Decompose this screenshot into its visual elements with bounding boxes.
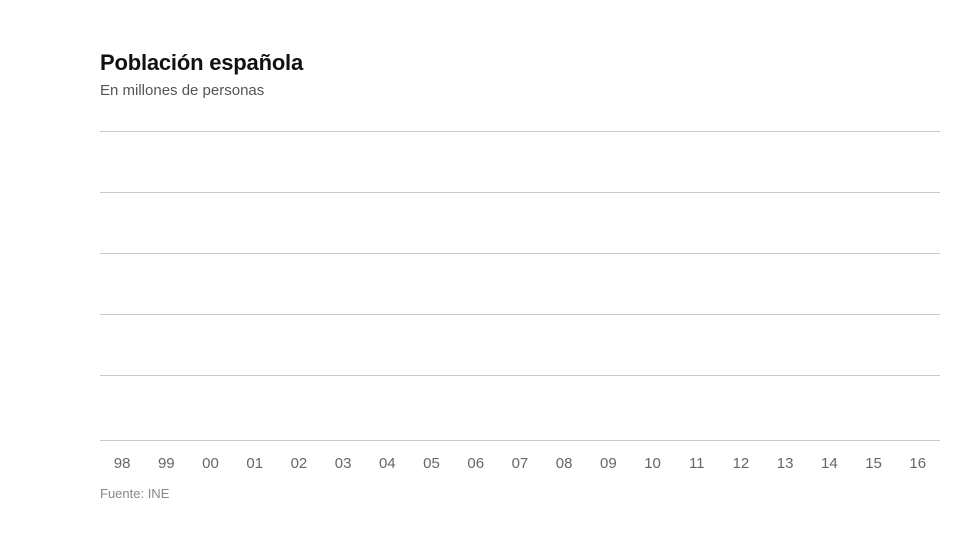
x-axis-label: 11 xyxy=(675,455,719,472)
chart-gridline xyxy=(100,440,940,441)
x-axis-label: 04 xyxy=(365,455,409,472)
x-axis-label: 12 xyxy=(719,455,763,472)
chart-gridline xyxy=(100,314,940,315)
chart-x-axis: 98990001020304050607080910111213141516 xyxy=(100,455,940,472)
chart-title: Población española xyxy=(100,50,940,76)
chart-gridline xyxy=(100,375,940,376)
x-axis-label: 10 xyxy=(630,455,674,472)
x-axis-label: 16 xyxy=(896,455,940,472)
x-axis-label: 07 xyxy=(498,455,542,472)
chart-plot-area: 98990001020304050607080910111213141516 xyxy=(100,125,940,445)
x-axis-label: 14 xyxy=(807,455,851,472)
x-axis-label: 09 xyxy=(586,455,630,472)
x-axis-label: 15 xyxy=(851,455,895,472)
chart-gridline xyxy=(100,253,940,254)
chart-source: Fuente: INE xyxy=(100,486,940,501)
x-axis-label: 13 xyxy=(763,455,807,472)
x-axis-label: 08 xyxy=(542,455,586,472)
x-axis-label: 01 xyxy=(233,455,277,472)
x-axis-label: 03 xyxy=(321,455,365,472)
chart-container: Población española En millones de person… xyxy=(100,50,940,501)
chart-gridline xyxy=(100,131,940,132)
x-axis-label: 05 xyxy=(409,455,453,472)
x-axis-label: 99 xyxy=(144,455,188,472)
x-axis-label: 06 xyxy=(454,455,498,472)
x-axis-label: 00 xyxy=(188,455,232,472)
chart-subtitle: En millones de personas xyxy=(100,82,940,99)
x-axis-label: 98 xyxy=(100,455,144,472)
x-axis-label: 02 xyxy=(277,455,321,472)
chart-gridline xyxy=(100,192,940,193)
